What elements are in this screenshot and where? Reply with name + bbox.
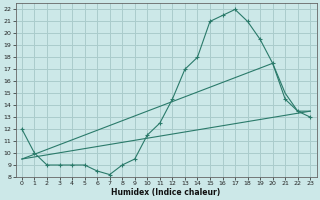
X-axis label: Humidex (Indice chaleur): Humidex (Indice chaleur) bbox=[111, 188, 221, 197]
